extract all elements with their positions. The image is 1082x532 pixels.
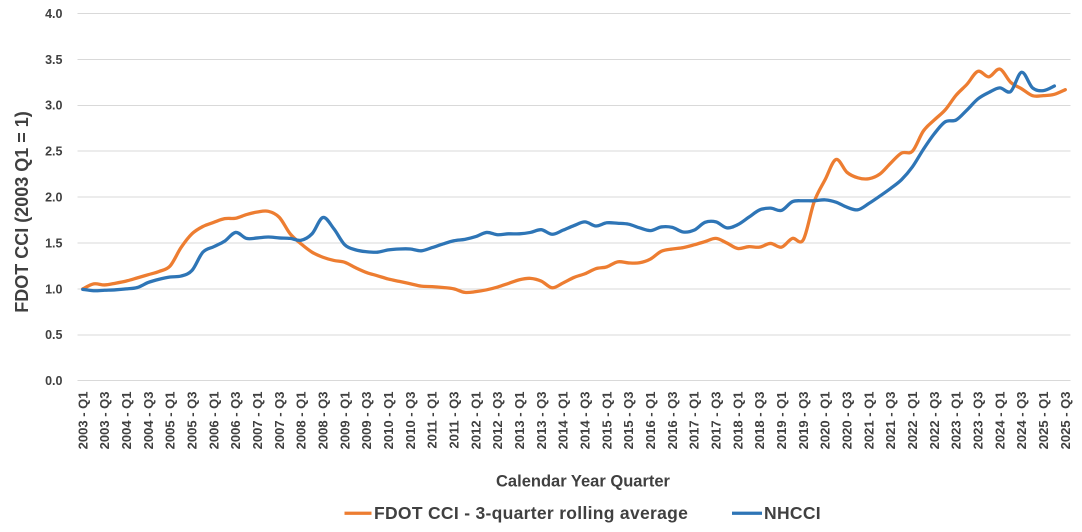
svg-text:2011 - Q3: 2011 - Q3 xyxy=(446,392,461,449)
svg-text:2021 - Q3: 2021 - Q3 xyxy=(883,392,898,450)
svg-text:2.0: 2.0 xyxy=(45,191,62,205)
svg-text:2014 - Q1: 2014 - Q1 xyxy=(556,392,571,450)
svg-text:2019 - Q3: 2019 - Q3 xyxy=(796,392,811,450)
svg-text:Calendar Year Quarter: Calendar Year Quarter xyxy=(496,473,671,491)
svg-text:2009 - Q1: 2009 - Q1 xyxy=(337,392,352,450)
svg-text:2003 - Q1: 2003 - Q1 xyxy=(75,392,90,450)
svg-text:FDOT CCI (2003 Q1 = 1): FDOT CCI (2003 Q1 = 1) xyxy=(12,111,32,313)
svg-text:2023 - Q3: 2023 - Q3 xyxy=(970,391,985,449)
svg-text:2023 - Q1: 2023 - Q1 xyxy=(949,392,964,450)
svg-text:1.0: 1.0 xyxy=(45,282,62,296)
svg-text:2010 - Q1: 2010 - Q1 xyxy=(381,392,396,450)
svg-text:2006 - Q1: 2006 - Q1 xyxy=(206,392,221,450)
svg-text:2022 - Q1: 2022 - Q1 xyxy=(905,392,920,450)
svg-text:3.5: 3.5 xyxy=(45,53,62,67)
svg-text:1.5: 1.5 xyxy=(45,236,62,250)
svg-text:3.0: 3.0 xyxy=(45,99,62,113)
svg-text:2018 - Q1: 2018 - Q1 xyxy=(730,392,745,450)
svg-text:2024 - Q3: 2024 - Q3 xyxy=(1014,392,1029,450)
svg-text:2004 - Q1: 2004 - Q1 xyxy=(119,392,134,450)
svg-text:2003 - Q3: 2003 - Q3 xyxy=(97,392,112,450)
svg-text:2015 - Q3: 2015 - Q3 xyxy=(621,392,636,450)
svg-text:2008 - Q1: 2008 - Q1 xyxy=(294,392,309,450)
svg-text:2007 - Q1: 2007 - Q1 xyxy=(250,392,265,450)
svg-text:2017 - Q1: 2017 - Q1 xyxy=(687,392,702,450)
svg-text:2007 - Q3: 2007 - Q3 xyxy=(272,392,287,450)
svg-text:2022 - Q3: 2022 - Q3 xyxy=(927,392,942,450)
svg-text:2005 - Q3: 2005 - Q3 xyxy=(184,392,199,450)
svg-text:2012 - Q3: 2012 - Q3 xyxy=(490,392,505,450)
svg-text:NHCCI: NHCCI xyxy=(764,503,821,523)
svg-text:2016 - Q3: 2016 - Q3 xyxy=(665,392,680,450)
svg-text:2021 - Q1: 2021 - Q1 xyxy=(861,392,876,450)
svg-text:2019 - Q1: 2019 - Q1 xyxy=(774,392,789,450)
svg-text:2020 - Q3: 2020 - Q3 xyxy=(839,392,854,450)
svg-text:2024 - Q1: 2024 - Q1 xyxy=(992,392,1007,450)
svg-text:2008 - Q3: 2008 - Q3 xyxy=(315,392,330,450)
svg-text:2.5: 2.5 xyxy=(45,145,62,159)
svg-text:2017 - Q3: 2017 - Q3 xyxy=(708,392,723,450)
svg-text:2004 - Q3: 2004 - Q3 xyxy=(141,392,156,450)
svg-text:2025 - Q3: 2025 - Q3 xyxy=(1058,392,1073,450)
svg-text:0.5: 0.5 xyxy=(45,328,62,342)
svg-text:2010 - Q3: 2010 - Q3 xyxy=(403,392,418,450)
svg-text:2012 - Q1: 2012 - Q1 xyxy=(468,392,483,450)
svg-text:4.0: 4.0 xyxy=(45,7,62,21)
svg-text:2006 - Q3: 2006 - Q3 xyxy=(228,392,243,450)
svg-text:2005 - Q1: 2005 - Q1 xyxy=(163,392,178,450)
svg-text:2011 - Q1: 2011 - Q1 xyxy=(425,392,440,449)
svg-text:2014 - Q3: 2014 - Q3 xyxy=(577,392,592,450)
svg-text:2013 - Q1: 2013 - Q1 xyxy=(512,392,527,450)
svg-text:2018 - Q3: 2018 - Q3 xyxy=(752,392,767,450)
svg-text:2020 - Q1: 2020 - Q1 xyxy=(818,392,833,450)
svg-text:0.0: 0.0 xyxy=(45,374,62,388)
svg-text:FDOT CCI - 3-quarter rolling a: FDOT CCI - 3-quarter rolling average xyxy=(374,503,688,523)
svg-text:2016 - Q1: 2016 - Q1 xyxy=(643,392,658,450)
svg-text:2009 - Q3: 2009 - Q3 xyxy=(359,392,374,450)
svg-text:2025 - Q1: 2025 - Q1 xyxy=(1036,392,1051,450)
svg-text:2013 - Q3: 2013 - Q3 xyxy=(534,392,549,450)
svg-text:2015 - Q1: 2015 - Q1 xyxy=(599,392,614,450)
